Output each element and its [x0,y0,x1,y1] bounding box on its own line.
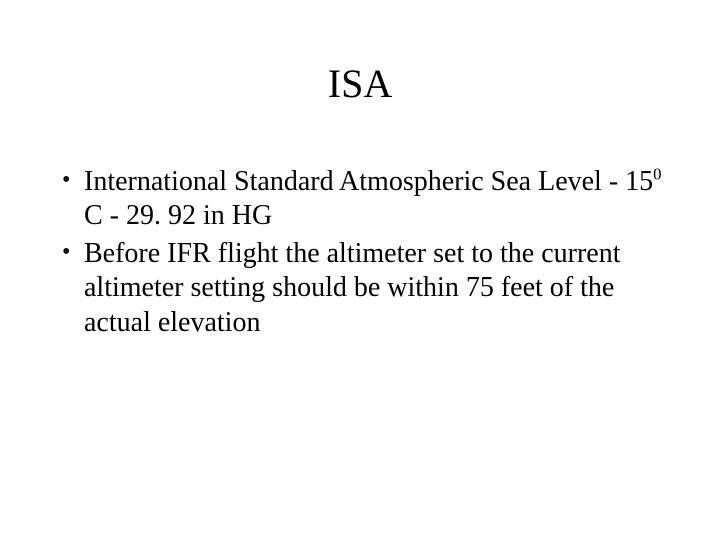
bullet-text-post: C - 29. 92 in HG [84,200,272,231]
slide-title: ISA [40,60,680,107]
bullet-list: International Standard Atmospheric Sea L… [40,165,680,340]
bullet-text-pre: International Standard Atmospheric Sea L… [84,166,653,197]
slide: ISA International Standard Atmospheric S… [0,0,720,540]
bullet-text-pre: Before IFR flight the altimeter set to t… [84,238,621,337]
list-item: International Standard Atmospheric Sea L… [62,165,670,233]
list-item: Before IFR flight the altimeter set to t… [62,237,670,339]
superscript: 0 [653,165,661,184]
